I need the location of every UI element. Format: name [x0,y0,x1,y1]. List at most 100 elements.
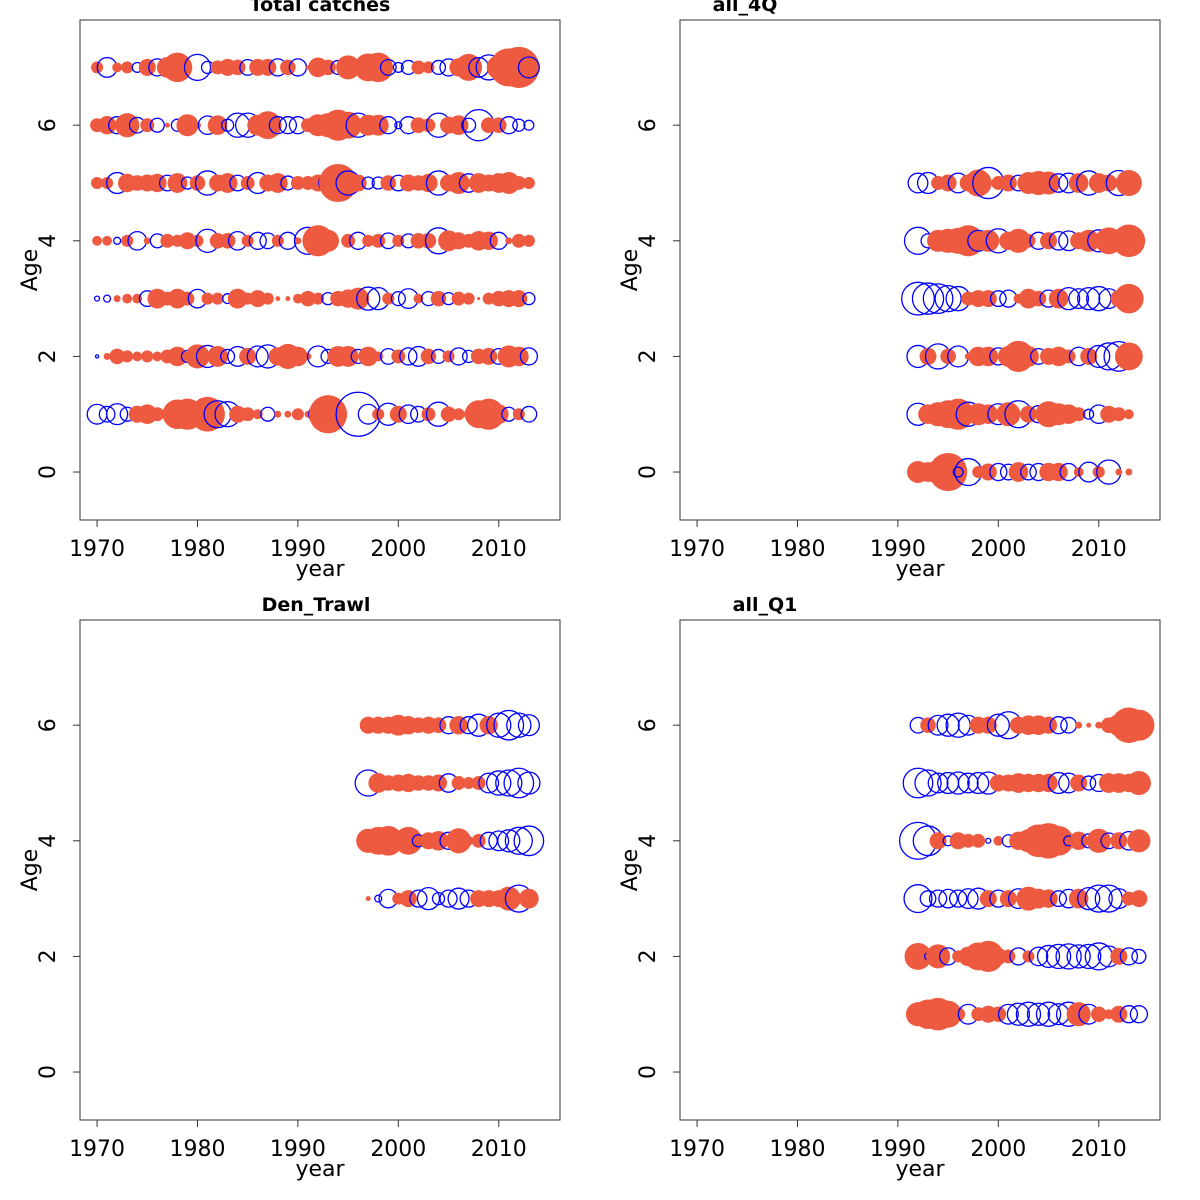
bubble [249,290,267,308]
bubble [1090,1006,1107,1022]
bubble [1087,344,1111,369]
bubble [486,770,512,796]
x-axis-label: year [295,557,345,582]
bubble [132,351,143,362]
bubble [447,172,470,195]
bubble [1081,775,1097,791]
bubble [252,409,263,420]
bubble [428,830,449,851]
bubble [106,403,129,426]
bubble [942,398,974,430]
y-tick-label: 2 [636,349,661,363]
bubble [929,452,968,492]
bubble [271,234,284,247]
bubble [517,56,540,79]
bubble [337,345,359,367]
bubble [1015,1001,1042,1027]
bubble [413,293,424,304]
bubble [471,833,486,848]
bubble [152,351,163,362]
bubble [478,772,500,794]
bubble [904,942,932,970]
bubble [1055,943,1082,970]
bubble [380,175,397,191]
bubble [419,173,438,193]
bubble [253,111,282,140]
bubble [971,833,986,848]
y-axis-label: Age [618,849,643,892]
bubble [410,117,427,133]
y-tick-label: 2 [36,949,61,963]
bubble [97,115,117,135]
plot-frame [79,19,561,521]
bubble [449,347,468,366]
bubble [479,231,498,251]
bubble [300,290,316,307]
bubble [1040,232,1058,250]
bubble [1129,1005,1149,1024]
x-tick-label: 1970 [69,1137,125,1162]
bubble [294,237,302,245]
bubble [1045,943,1072,970]
bubble [121,61,134,74]
bubble [1071,407,1086,422]
bubble [919,347,937,365]
bubble [513,825,545,857]
bubble [336,55,361,80]
bubble [382,292,395,305]
bubble [440,406,457,422]
bubble [430,290,447,307]
bubble [503,767,535,799]
bubble [284,410,292,418]
bubble [936,713,960,737]
bubble [167,173,188,193]
bubble [371,233,386,248]
bubble [185,344,210,369]
bubble [450,232,468,250]
bubble [979,716,997,734]
bubble [288,346,308,367]
bubble [115,113,140,138]
bubble [1030,290,1047,307]
bubble [1112,224,1146,258]
bubble [1028,946,1049,967]
bubble [399,347,418,366]
bubble [914,769,942,797]
bubble [519,347,539,366]
bubble [1131,948,1147,965]
x-axis-label: year [895,557,945,582]
bubble [390,291,406,307]
bubble [1061,349,1076,364]
bubble [1083,408,1095,420]
bubble [1039,889,1058,908]
bubble [978,346,999,367]
bubble [121,234,134,247]
bubble [92,235,102,246]
bubble [409,889,428,908]
bubble [989,462,1008,482]
bubble [517,714,540,737]
bubble [964,169,992,197]
bubble [365,896,371,902]
bubble [224,112,251,138]
bubble [362,234,375,247]
bubble [1123,709,1155,741]
bubble [949,832,967,850]
bubble [1077,286,1101,311]
bubble [522,176,535,190]
bubble [183,53,212,82]
bubble [137,404,158,425]
bubble [948,889,968,908]
bubble [927,714,949,736]
x-tick-label: 1990 [270,537,326,562]
bubble [461,117,477,133]
x-tick-label: 2010 [1071,537,1127,562]
y-tick-label: 6 [36,718,61,732]
bubble [1019,405,1037,423]
y-axis-label: Age [18,849,43,892]
bubble [167,346,188,367]
y-tick-label: 0 [636,1065,661,1079]
bubble [901,281,935,316]
